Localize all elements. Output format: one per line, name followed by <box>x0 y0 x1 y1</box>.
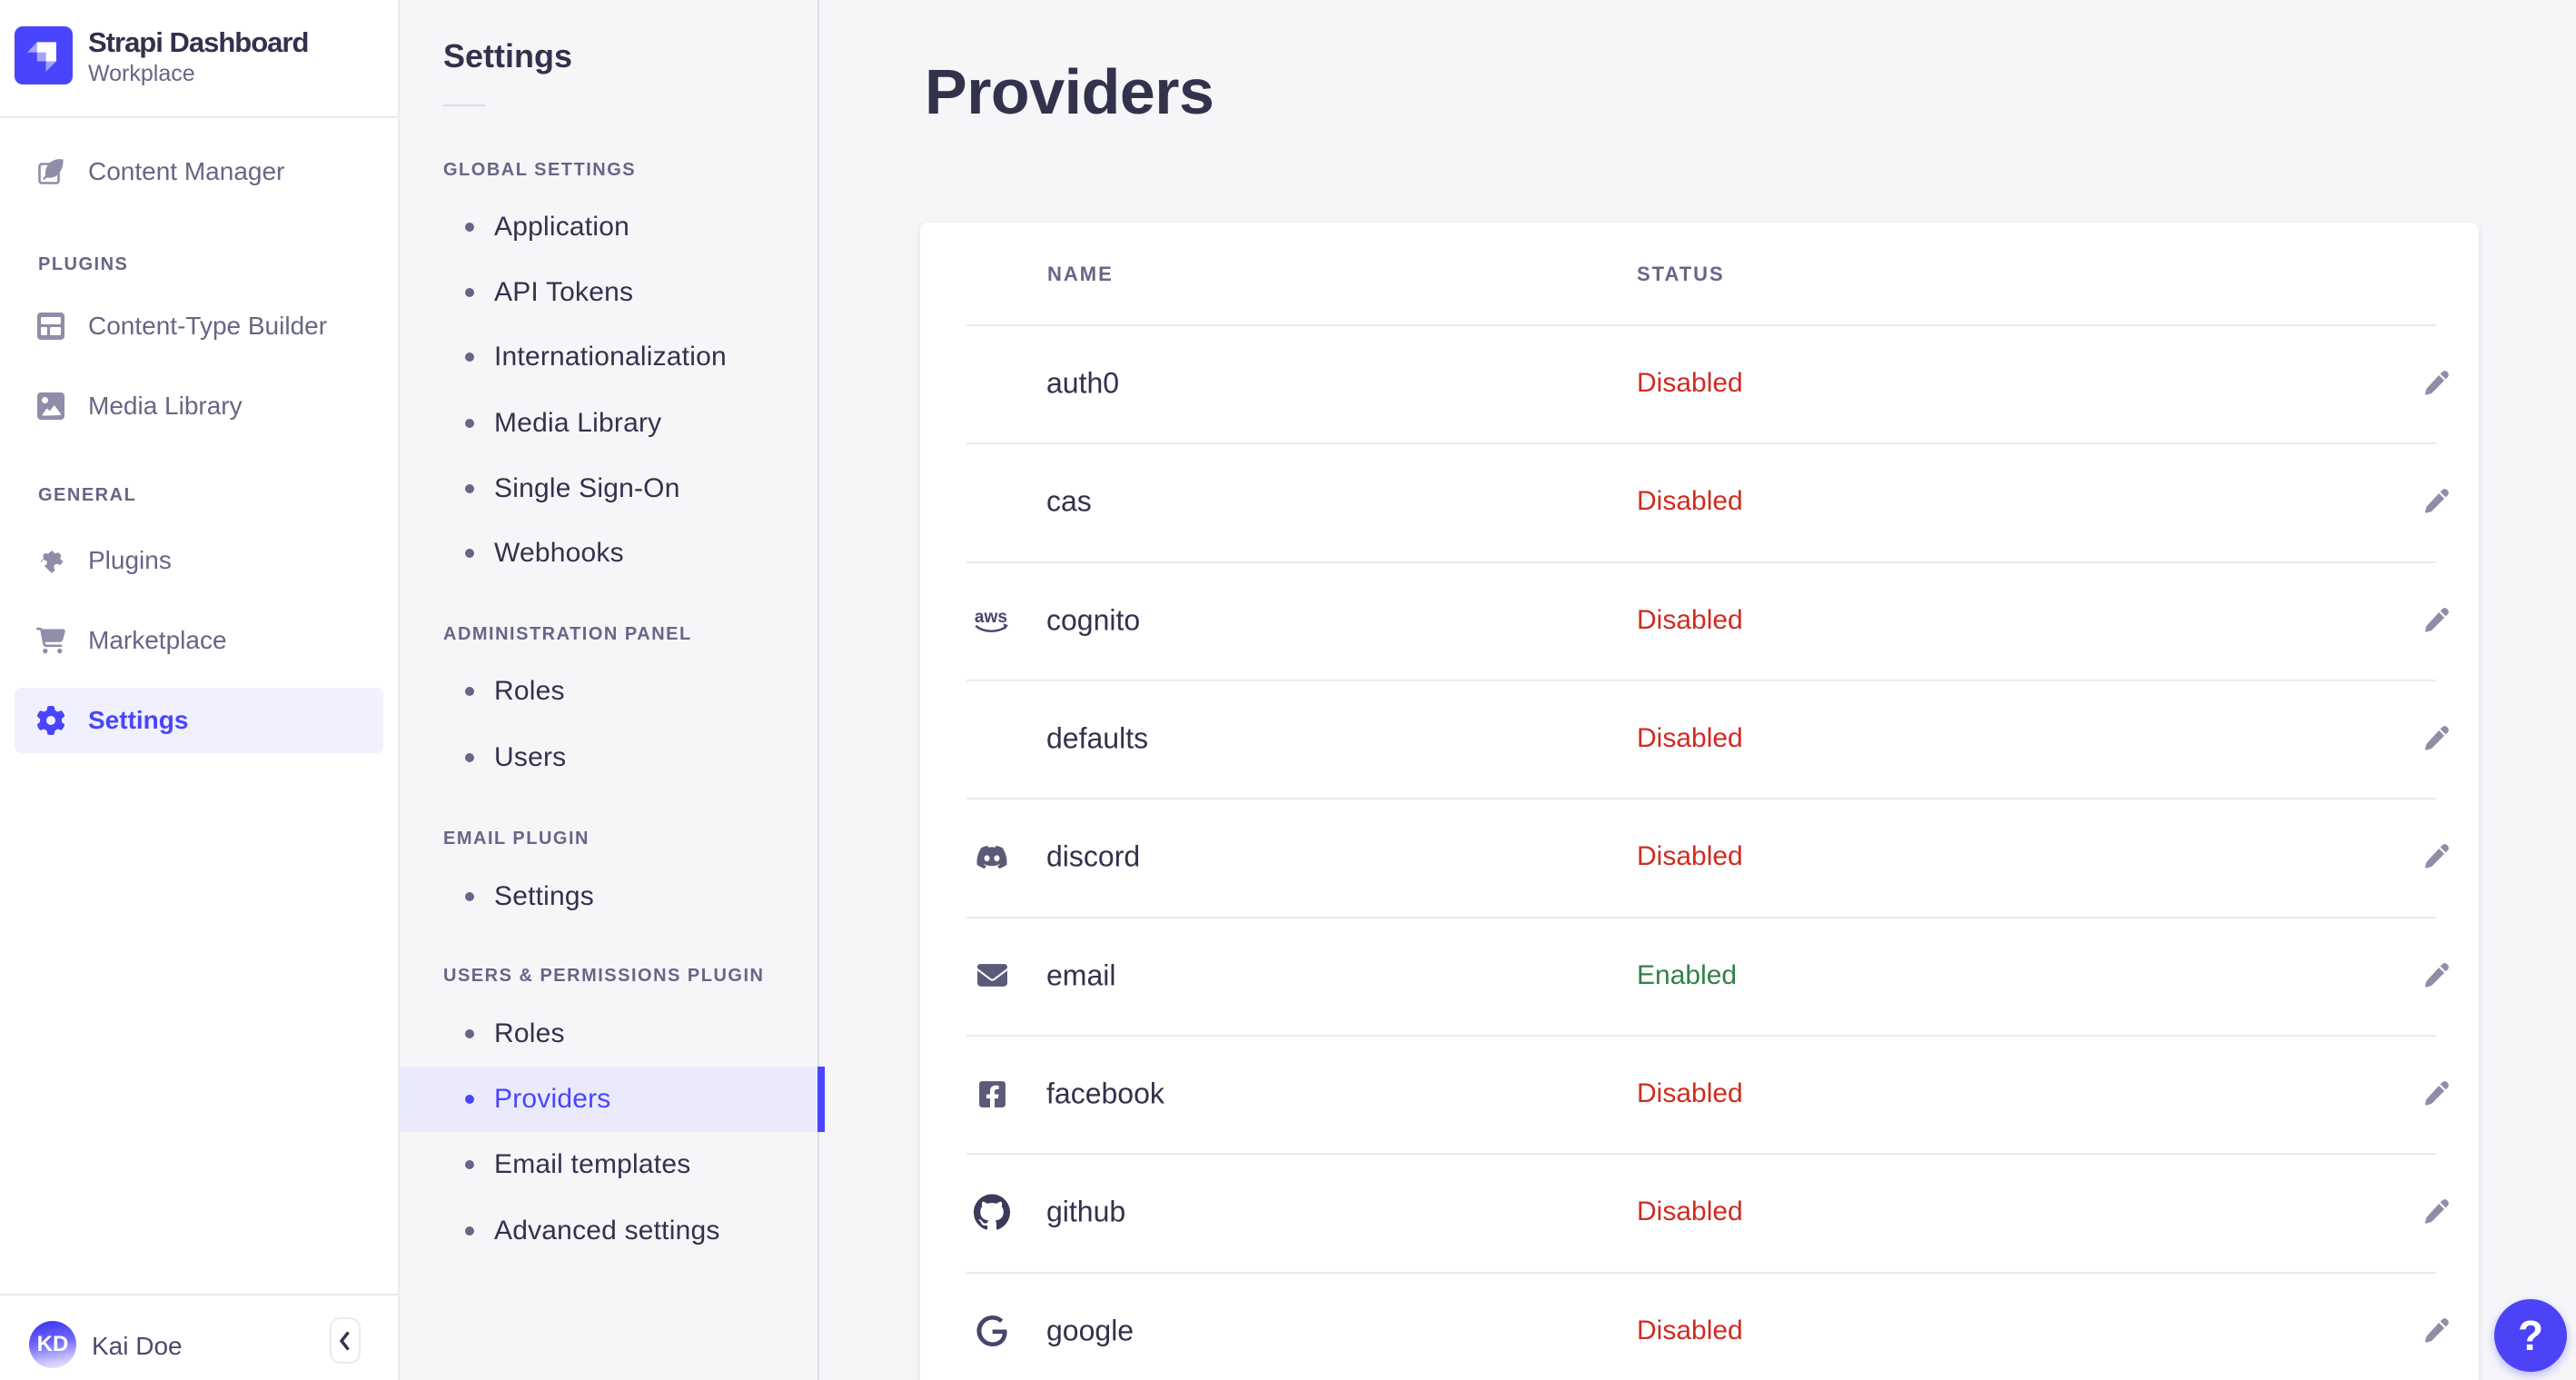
svg-text:aws: aws <box>975 608 1007 627</box>
